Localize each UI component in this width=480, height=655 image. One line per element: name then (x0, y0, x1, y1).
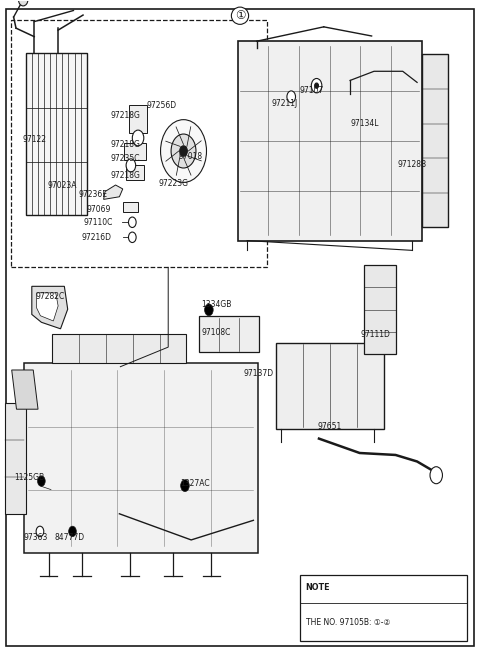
Text: 97218G: 97218G (111, 111, 141, 120)
Text: 97023A: 97023A (48, 181, 77, 189)
Circle shape (129, 232, 136, 242)
Circle shape (132, 130, 144, 146)
Circle shape (36, 526, 44, 536)
Circle shape (37, 476, 45, 486)
Circle shape (160, 120, 206, 182)
Text: 97107: 97107 (300, 86, 324, 96)
Bar (129, 105, 147, 133)
Circle shape (18, 0, 28, 6)
Text: 97216D: 97216D (81, 233, 111, 242)
Text: 97108C: 97108C (202, 328, 231, 337)
Polygon shape (32, 286, 68, 329)
Text: 1334GB: 1334GB (201, 300, 231, 309)
Text: 97651: 97651 (318, 422, 342, 432)
Polygon shape (12, 370, 38, 409)
Text: 97256D: 97256D (147, 101, 177, 110)
Circle shape (315, 83, 319, 88)
Bar (238, 41, 422, 240)
Bar (52, 334, 186, 364)
Text: 97111D: 97111D (360, 329, 391, 339)
Bar (276, 343, 384, 429)
Text: 97122: 97122 (22, 136, 46, 144)
Bar (364, 265, 396, 354)
Circle shape (204, 304, 213, 316)
Text: 97235C: 97235C (111, 155, 140, 163)
Text: 97236E: 97236E (78, 191, 107, 199)
Text: 97223G: 97223G (158, 179, 189, 188)
Text: THE NO. 97105B: ①-②: THE NO. 97105B: ①-② (306, 618, 390, 627)
Circle shape (312, 79, 322, 93)
Polygon shape (104, 185, 123, 199)
Text: 97018: 97018 (179, 152, 203, 160)
Bar (422, 54, 448, 227)
Text: NOTE: NOTE (306, 584, 330, 592)
Circle shape (180, 480, 189, 491)
Polygon shape (36, 293, 58, 321)
Bar (124, 143, 146, 160)
Text: 97282C: 97282C (35, 291, 64, 301)
Text: 97218G: 97218G (111, 140, 141, 149)
Text: 1125GB: 1125GB (14, 474, 44, 482)
Circle shape (287, 91, 296, 103)
Text: 97211J: 97211J (271, 99, 297, 108)
Circle shape (69, 526, 76, 536)
Bar (126, 166, 144, 179)
Bar (123, 202, 138, 212)
Circle shape (129, 217, 136, 227)
Bar (300, 574, 468, 641)
Text: 84777D: 84777D (54, 533, 84, 542)
Text: ①: ① (235, 9, 245, 22)
Circle shape (171, 134, 196, 168)
Bar (24, 364, 258, 553)
Text: 97363: 97363 (24, 533, 48, 542)
Circle shape (126, 159, 136, 172)
Bar (11, 20, 267, 267)
Text: 97137D: 97137D (244, 369, 274, 378)
Text: 97218G: 97218G (111, 171, 141, 179)
Circle shape (430, 467, 443, 483)
Text: 1327AC: 1327AC (180, 479, 210, 487)
Text: 97128B: 97128B (398, 160, 427, 168)
Text: 97069: 97069 (87, 206, 111, 214)
Bar (25, 53, 87, 215)
Bar (199, 316, 259, 352)
Circle shape (180, 146, 187, 157)
Text: 97110C: 97110C (83, 218, 112, 227)
Bar (4, 403, 26, 514)
Text: 97134L: 97134L (350, 119, 379, 128)
